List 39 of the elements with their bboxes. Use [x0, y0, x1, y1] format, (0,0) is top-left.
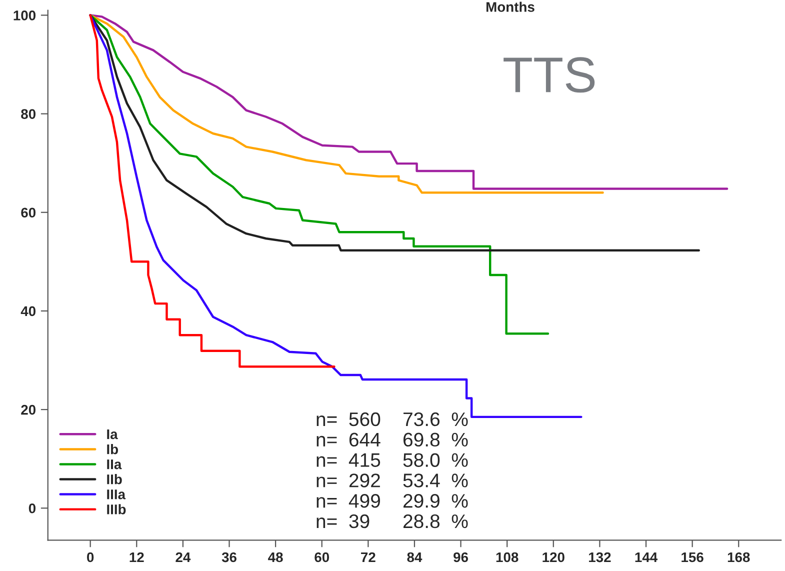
- x-tick-label: 84: [407, 552, 422, 562]
- y-tick-label: 80: [21, 109, 36, 119]
- y-tick-label: 60: [21, 208, 36, 218]
- x-tick-label: 24: [176, 552, 191, 562]
- x-tick-label: 132: [588, 552, 611, 562]
- annotation: n= 39 28.8 %: [316, 514, 468, 528]
- legend-label: IIb: [107, 474, 122, 484]
- annotation: n= 644 69.8 %: [316, 432, 468, 447]
- line-series: [89, 14, 728, 190]
- legend-label: Ia: [107, 429, 118, 440]
- x-tick-label: 48: [268, 552, 283, 562]
- legend-label: IIa: [107, 460, 122, 470]
- x-tick-label: 144: [635, 552, 658, 562]
- line-series: [89, 14, 700, 252]
- legend-label: IIIb: [107, 504, 126, 514]
- x-tick-label: 60: [314, 552, 330, 562]
- annotation: n= 415 58.0 %: [316, 453, 468, 467]
- annotation: TTS: [504, 57, 595, 93]
- x-tick-label: 36: [222, 552, 236, 562]
- line-series: [89, 14, 336, 368]
- x-tick-label: 12: [130, 552, 144, 562]
- y-tick-label: 40: [20, 306, 36, 316]
- line-series: [89, 14, 604, 194]
- annotation: n= 560 73.6 %: [316, 412, 468, 426]
- x-tick-label: 120: [542, 552, 564, 562]
- annotation: n= 292 53.4 %: [316, 474, 468, 488]
- x-tick-label: 0: [87, 552, 94, 562]
- x-tick-label: 168: [728, 552, 750, 562]
- x-tick-label: 72: [361, 552, 376, 562]
- legend-label: Ib: [107, 444, 118, 454]
- legend-label: IIIa: [107, 490, 126, 500]
- x-tick-label: 96: [454, 552, 468, 562]
- y-tick-label: 0: [28, 503, 36, 514]
- y-tick-label: 100: [14, 10, 36, 20]
- chart-title: Months: [486, 2, 534, 12]
- x-tick-label: 156: [682, 552, 704, 562]
- annotation: n= 499 29.9 %: [316, 494, 468, 508]
- x-tick-label: 108: [496, 552, 518, 562]
- y-tick-label: 20: [21, 404, 36, 415]
